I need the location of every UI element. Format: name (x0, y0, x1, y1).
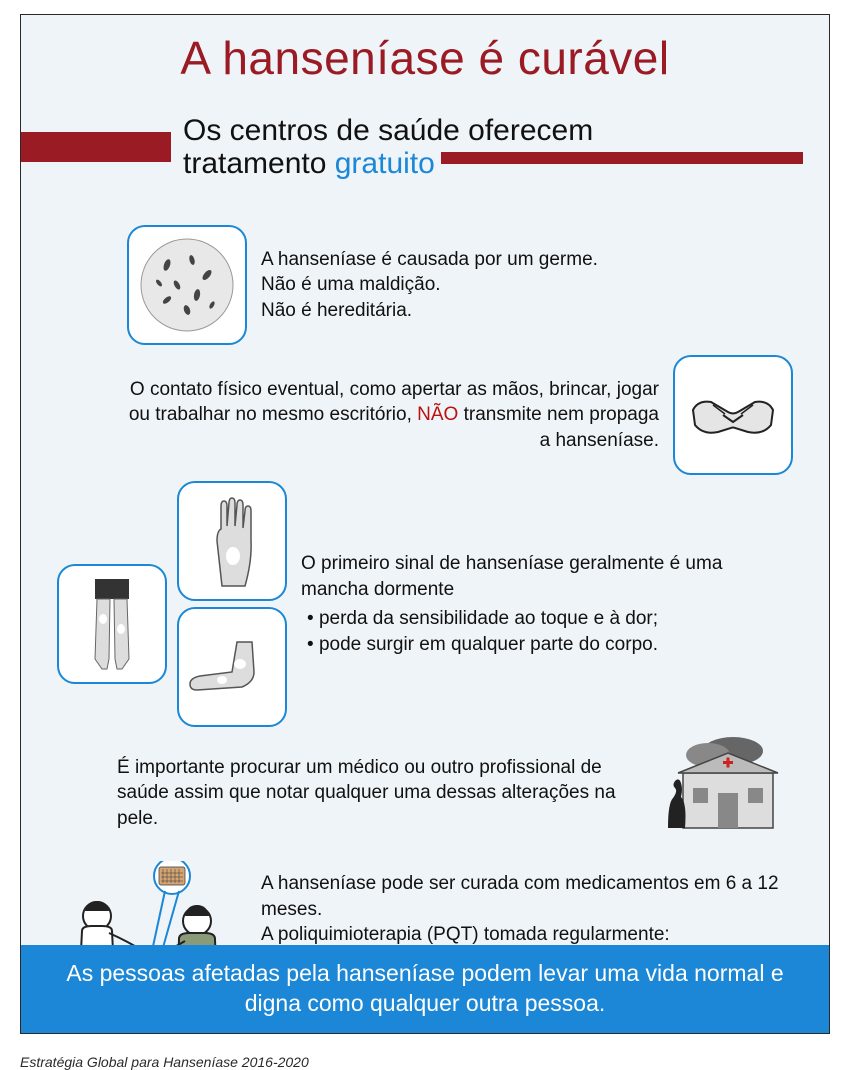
content-area: A hanseníase é causada por um germe. Não… (21, 189, 829, 1029)
s3-intro: O primeiro sinal de hanseníase geralment… (301, 551, 779, 602)
accent-bar-left (21, 132, 171, 162)
germ-icon (127, 225, 247, 345)
s3-b2: pode surgir em qualquer parte do corpo. (307, 632, 779, 658)
section-contact: O contato físico eventual, como apertar … (57, 355, 793, 475)
subtitle-row: Os centros de saúde oferecemtratamento g… (21, 105, 829, 189)
subtitle: Os centros de saúde oferecemtratamento g… (171, 114, 829, 180)
signs-icons-col (177, 481, 287, 727)
section-cause: A hanseníase é causada por um germe. Não… (57, 225, 793, 345)
s1-line1: A hanseníase é causada por um germe. (261, 247, 598, 273)
s1-line3: Não é hereditária. (261, 298, 598, 324)
s5-line1: A hanseníase pode ser curada com medicam… (261, 871, 779, 922)
section-seek-doctor: É importante procurar um médico ou outro… (57, 733, 793, 853)
section1-text: A hanseníase é causada por um germe. Não… (247, 247, 612, 324)
handshake-icon (673, 355, 793, 475)
hand-icon (177, 481, 287, 601)
subtitle-highlight: gratuito (335, 147, 435, 180)
section4-text: É importante procurar um médico ou outro… (103, 755, 643, 832)
section3-text: O primeiro sinal de hanseníase geralment… (287, 481, 793, 658)
foot-icon (177, 607, 287, 727)
s5-line2: A poliquimioterapia (PQT) tomada regular… (261, 922, 779, 948)
s1-line2: Não é uma maldição. (261, 272, 598, 298)
legs-icon (57, 564, 167, 684)
footer-message: As pessoas afetadas pela hanseníase pode… (21, 945, 829, 1033)
main-title: A hanseníase é curável (21, 31, 829, 85)
s3-bullets: perda da sensibilidade ao toque e à dor;… (301, 606, 779, 657)
s2-post: transmite nem propaga a hanseníase. (458, 404, 659, 451)
accent-bar-right (441, 152, 803, 164)
s2-emph: NÃO (417, 404, 458, 425)
s3-b1: perda da sensibilidade ao toque e à dor; (307, 606, 779, 632)
citation: Estratégia Global para Hanseníase 2016-2… (20, 1054, 309, 1070)
section2-text: O contato físico eventual, como apertar … (113, 377, 673, 454)
clinic-icon (643, 733, 793, 853)
poster-frame: A hanseníase é curável Os centros de saú… (20, 14, 830, 1034)
section-signs: O primeiro sinal de hanseníase geralment… (57, 481, 793, 727)
